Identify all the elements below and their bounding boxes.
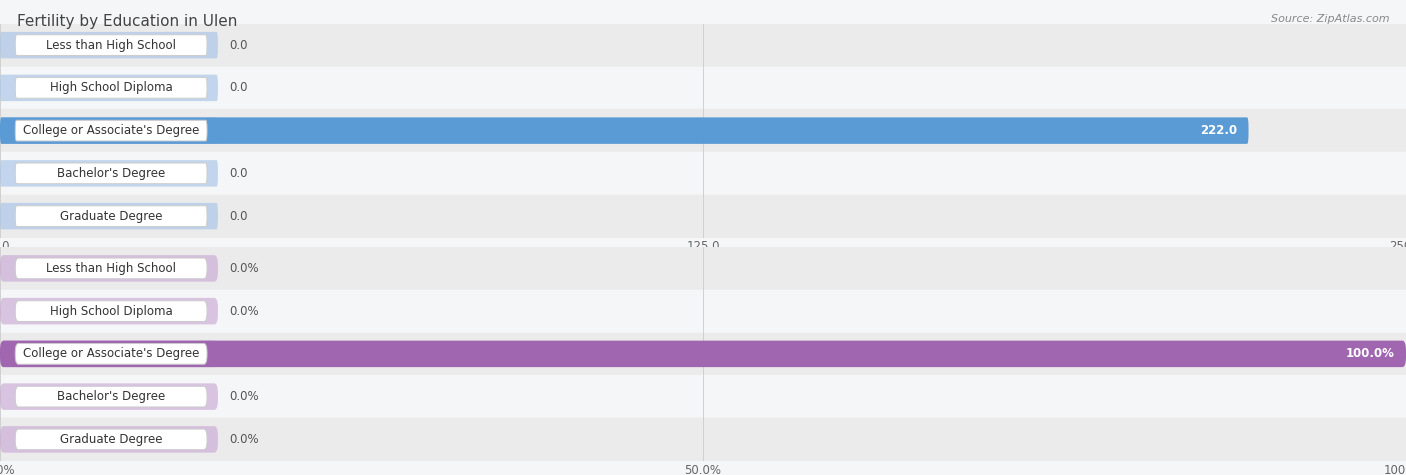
Text: Fertility by Education in Ulen: Fertility by Education in Ulen: [17, 14, 238, 29]
FancyBboxPatch shape: [15, 77, 207, 98]
FancyBboxPatch shape: [0, 117, 218, 144]
Text: 0.0%: 0.0%: [229, 433, 259, 446]
Text: Graduate Degree: Graduate Degree: [60, 433, 163, 446]
Bar: [0, 152, 1406, 195]
Text: 0.0%: 0.0%: [229, 262, 259, 275]
Bar: [0, 418, 1406, 461]
Bar: [0, 247, 1406, 290]
Text: 0.0: 0.0: [229, 81, 247, 95]
FancyBboxPatch shape: [15, 386, 207, 407]
FancyBboxPatch shape: [15, 206, 207, 227]
FancyBboxPatch shape: [15, 120, 207, 141]
FancyBboxPatch shape: [15, 258, 207, 279]
FancyBboxPatch shape: [0, 75, 218, 101]
Bar: [0, 195, 1406, 238]
Text: 0.0: 0.0: [229, 38, 247, 52]
Bar: [0, 109, 1406, 152]
Text: Graduate Degree: Graduate Degree: [60, 209, 163, 223]
FancyBboxPatch shape: [0, 160, 218, 187]
Text: Less than High School: Less than High School: [46, 262, 176, 275]
FancyBboxPatch shape: [15, 163, 207, 184]
Bar: [0, 332, 1406, 375]
Text: High School Diploma: High School Diploma: [49, 81, 173, 95]
FancyBboxPatch shape: [0, 341, 1406, 367]
Text: 222.0: 222.0: [1201, 124, 1237, 137]
Text: College or Associate's Degree: College or Associate's Degree: [22, 347, 200, 361]
FancyBboxPatch shape: [0, 341, 218, 367]
Bar: [0, 66, 1406, 109]
Text: High School Diploma: High School Diploma: [49, 304, 173, 318]
Text: 100.0%: 100.0%: [1346, 347, 1395, 361]
FancyBboxPatch shape: [0, 426, 218, 453]
Text: 0.0: 0.0: [229, 209, 247, 223]
FancyBboxPatch shape: [0, 32, 218, 58]
Text: 0.0: 0.0: [229, 167, 247, 180]
Text: Bachelor's Degree: Bachelor's Degree: [58, 390, 166, 403]
Bar: [0, 375, 1406, 418]
Bar: [0, 24, 1406, 66]
FancyBboxPatch shape: [0, 117, 1249, 144]
FancyBboxPatch shape: [0, 203, 218, 229]
Text: 0.0%: 0.0%: [229, 304, 259, 318]
Text: Source: ZipAtlas.com: Source: ZipAtlas.com: [1271, 14, 1389, 24]
Text: Bachelor's Degree: Bachelor's Degree: [58, 167, 166, 180]
FancyBboxPatch shape: [15, 35, 207, 56]
FancyBboxPatch shape: [15, 343, 207, 364]
FancyBboxPatch shape: [0, 298, 218, 324]
Text: 0.0%: 0.0%: [229, 390, 259, 403]
FancyBboxPatch shape: [0, 383, 218, 410]
Text: College or Associate's Degree: College or Associate's Degree: [22, 124, 200, 137]
Text: Less than High School: Less than High School: [46, 38, 176, 52]
FancyBboxPatch shape: [15, 301, 207, 322]
FancyBboxPatch shape: [15, 429, 207, 450]
Bar: [0, 290, 1406, 332]
FancyBboxPatch shape: [0, 255, 218, 282]
